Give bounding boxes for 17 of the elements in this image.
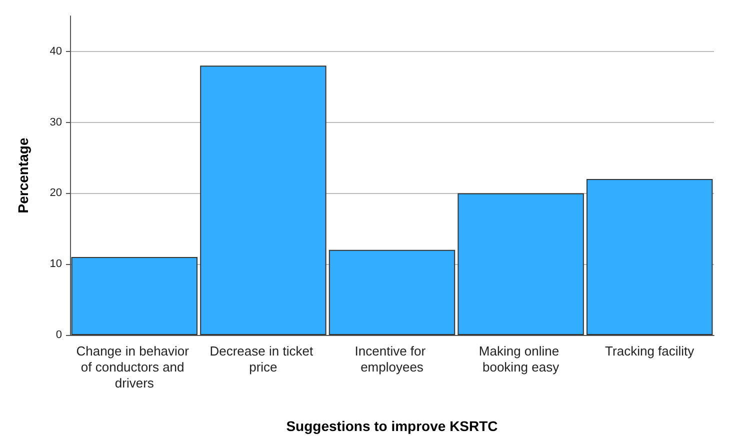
- bar: [328, 250, 456, 335]
- y-tick-label: 20: [50, 187, 62, 200]
- y-tick-label: 30: [50, 116, 62, 128]
- bar: [458, 193, 584, 335]
- x-axis-title: Suggestions to improve KSRTC: [286, 418, 498, 434]
- bar: [586, 179, 713, 335]
- x-tick-label: Tracking facility: [605, 344, 695, 358]
- x-tick-label: Making online booking easy: [478, 344, 563, 374]
- x-tick-label: Decrease in ticket price: [210, 344, 317, 374]
- x-tick-label: Incentive for employees: [354, 344, 430, 374]
- bar: [71, 257, 198, 335]
- y-axis-title: Percentage: [15, 138, 31, 214]
- x-tick-label: Change in behavior of conductors and drivers: [76, 344, 193, 390]
- bar: [200, 66, 326, 335]
- y-tick-label: 40: [50, 45, 62, 58]
- y-tick-label: 0: [56, 329, 62, 341]
- y-tick-label: 10: [50, 258, 62, 270]
